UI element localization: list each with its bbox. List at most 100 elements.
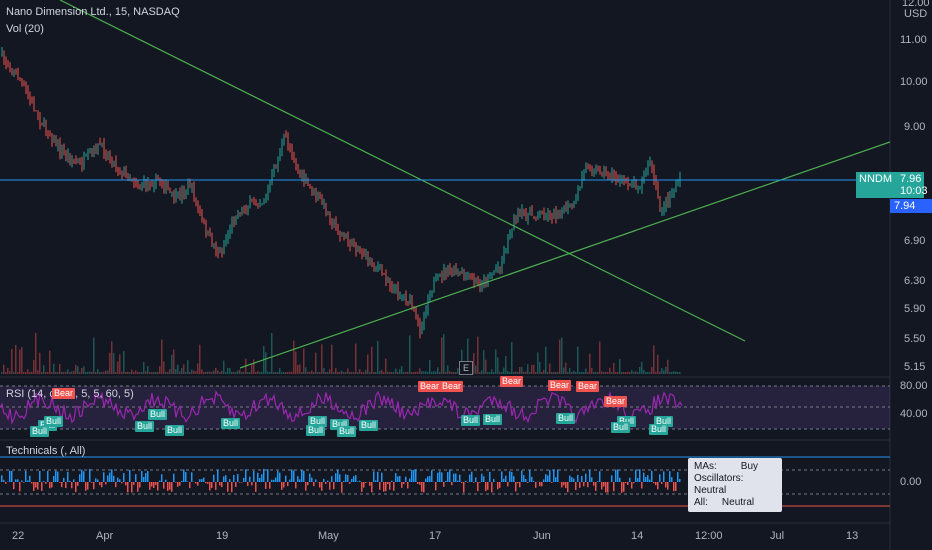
volume-bar [613, 362, 615, 374]
technicals-bar [579, 482, 581, 488]
technicals-bar [159, 480, 161, 482]
technicals-bar [525, 478, 527, 482]
technicals-bar [1, 475, 3, 482]
volume-bar [523, 372, 525, 374]
volume-bar [69, 371, 71, 374]
technicals-bar [565, 482, 567, 489]
technicals-bar [663, 471, 665, 482]
volume-bar [201, 369, 203, 374]
technicals-bar [429, 475, 431, 482]
trendline-ascending [239, 141, 891, 369]
technicals-bar [351, 478, 353, 482]
volume-bar [563, 367, 565, 374]
volume-legend[interactable]: Vol (20) [6, 23, 44, 35]
technicals-bar [529, 470, 531, 482]
volume-bar [437, 367, 439, 374]
volume-bar [311, 370, 313, 374]
technicals-bar [201, 479, 203, 482]
technicals-bar [459, 474, 461, 482]
volume-bar [495, 349, 497, 374]
volume-bar [153, 371, 155, 374]
technicals-bar [439, 471, 441, 482]
technicals-bar [11, 470, 13, 482]
volume-bar [467, 338, 469, 374]
volume-bar [535, 372, 537, 374]
volume-bar [427, 371, 429, 374]
volume-bar [625, 372, 627, 374]
technicals-bar [531, 476, 533, 482]
volume-bar [301, 372, 303, 374]
volume-bar [97, 369, 99, 374]
technicals-bar [401, 482, 403, 488]
tooltip-mas-value: Buy [740, 461, 759, 472]
technicals-bar [43, 481, 45, 482]
volume-bar [595, 371, 597, 374]
technicals-bar [641, 482, 643, 489]
technicals-bar [173, 473, 175, 482]
volume-bar [395, 368, 397, 374]
volume-bar [231, 371, 233, 374]
volume-bar [561, 337, 563, 374]
volume-bar [391, 371, 393, 374]
volume-bar [159, 366, 161, 374]
technicals-bar [469, 474, 471, 482]
volume-bar [345, 372, 347, 374]
volume-bar [641, 361, 643, 374]
technicals-bar [269, 482, 271, 489]
volume-bar [519, 366, 521, 374]
technicals-bar [649, 479, 651, 482]
technicals-bar [9, 470, 11, 482]
volume-bar [359, 369, 361, 374]
technicals-bar [291, 469, 293, 482]
volume-bar [665, 366, 667, 374]
rsi-bull-tag: Bull [617, 416, 637, 427]
rsi-line-group [0, 390, 683, 425]
technicals-bar [151, 482, 153, 487]
technicals-bar [409, 478, 411, 482]
technicals-bar [371, 482, 373, 493]
volume-bar [589, 353, 591, 374]
secondary-price-tag: 7.94 [890, 199, 932, 213]
volume-bar [365, 369, 367, 374]
rsi-bull-tag: Bull [359, 420, 379, 431]
volume-bar [233, 371, 235, 374]
technicals-bar [591, 477, 593, 482]
volume-bar [29, 371, 31, 374]
technicals-bar [89, 468, 91, 482]
volume-bar [547, 371, 549, 374]
technicals-bar [195, 482, 197, 484]
technicals-bar [427, 476, 429, 482]
technicals-bar [53, 475, 55, 482]
volume-bar [145, 371, 147, 374]
technicals-bar [455, 473, 457, 482]
technicals-bar [325, 482, 327, 485]
volume-bar [571, 371, 573, 374]
technicals-bar [47, 470, 49, 482]
technicals-legend[interactable]: Technicals (, All) [6, 445, 86, 457]
technicals-bar [657, 482, 659, 490]
volume-bar [331, 344, 333, 374]
price-axis-tick: 10.00 [900, 76, 928, 88]
volume-bar [309, 371, 311, 374]
technicals-bar [389, 482, 391, 490]
volume-bar [23, 371, 25, 374]
symbol-legend[interactable]: Nano Dimension Ltd., 15, NASDAQ [6, 6, 180, 18]
technicals-bar [271, 479, 273, 482]
last-price-tag[interactable]: NNDM 7.96 10:03 [856, 172, 928, 198]
technicals-bar [123, 473, 125, 482]
technicals-bar [411, 469, 413, 482]
technicals-bar [111, 469, 113, 482]
rsi-bear-tag: Bear [52, 388, 76, 399]
earnings-marker[interactable]: E [459, 361, 473, 375]
volume-bar [289, 371, 291, 374]
volume-bar [393, 371, 395, 374]
technicals-bar [209, 482, 211, 491]
volume-bar [89, 371, 91, 374]
volume-bar [581, 371, 583, 374]
technicals-bar [311, 477, 313, 482]
rsi-bull-tag: Bull [135, 421, 155, 432]
technicals-bar [517, 482, 519, 484]
volume-bar [361, 372, 363, 374]
technicals-bar [341, 482, 343, 493]
